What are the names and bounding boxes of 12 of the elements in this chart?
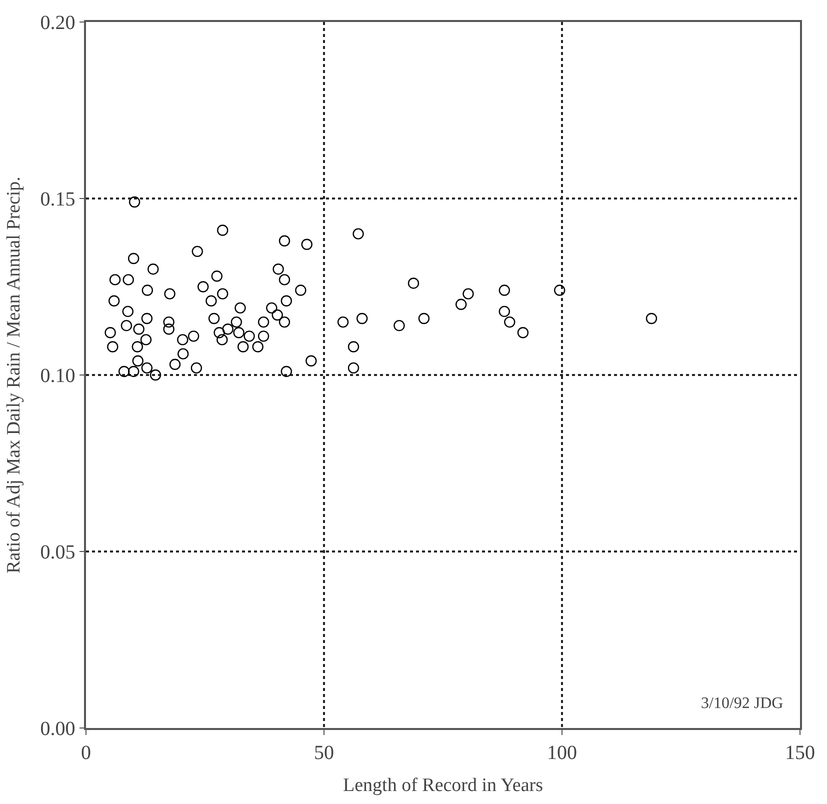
- annotation: 3/10/92 JDG: [701, 695, 784, 712]
- y-tick-label: 0.20: [40, 12, 76, 34]
- x-axis-title: Length of Record in Years: [343, 775, 543, 796]
- x-tick-label: 100: [547, 742, 577, 764]
- y-tick-label: 0.10: [40, 365, 76, 387]
- y-tick-label: 0.05: [40, 542, 76, 564]
- x-tick-label: 0: [81, 742, 91, 764]
- y-tick-label: 0.00: [40, 718, 76, 740]
- y-tick-label: 0.15: [40, 188, 76, 210]
- x-tick-label: 150: [785, 742, 815, 764]
- x-tick-label: 50: [314, 742, 334, 764]
- y-axis-title: Ratio of Adj Max Daily Rain / Mean Annual Precip.: [4, 176, 25, 574]
